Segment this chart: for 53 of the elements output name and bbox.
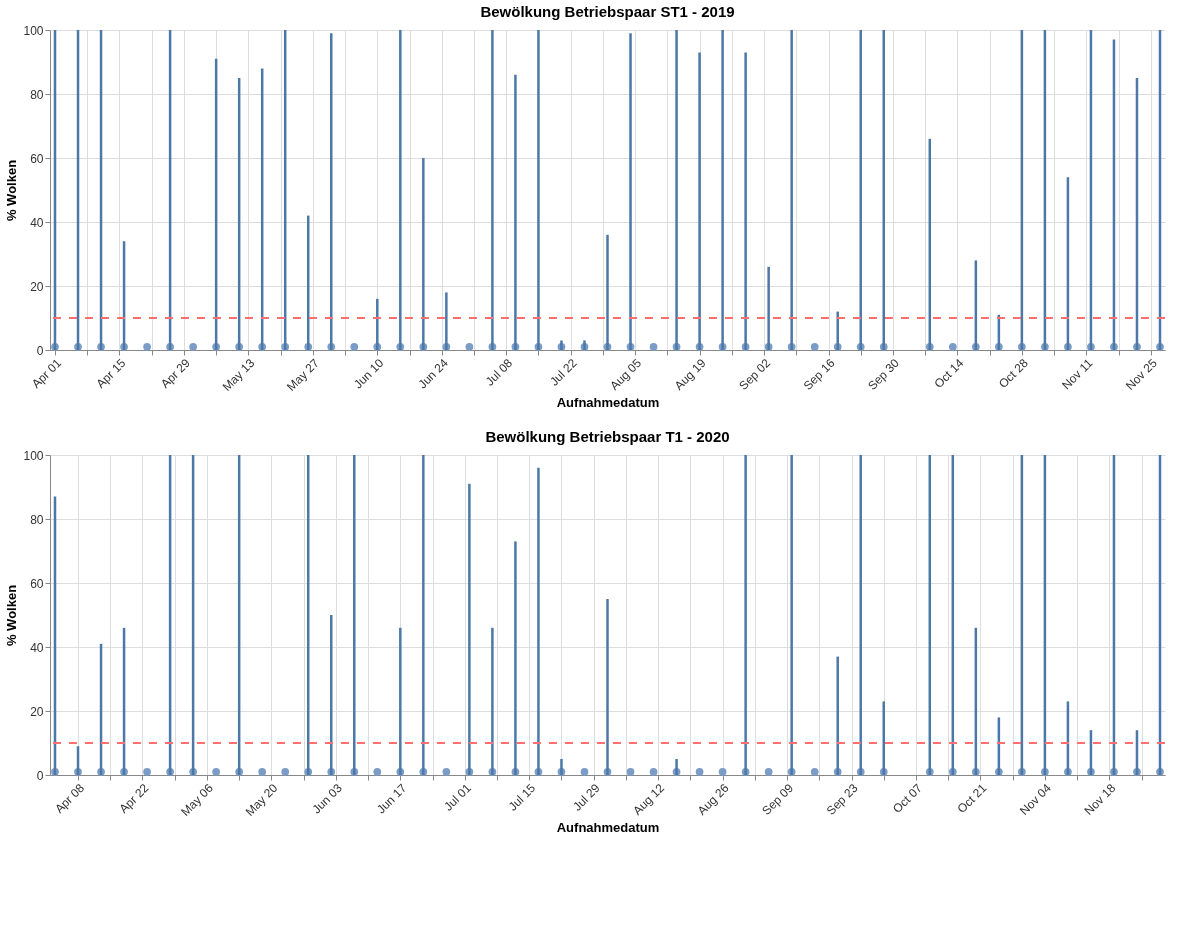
x-tick-label: Apr 15: [93, 355, 129, 391]
x-tick-label: Oct 28: [995, 355, 1032, 391]
x-tick-label: Nov 11: [1059, 355, 1096, 393]
x-tick-label: Oct 07: [890, 780, 926, 816]
x-tick-label: Jul 01: [441, 780, 474, 814]
x-tick-label: May 20: [242, 780, 281, 819]
x-tick-label: Jun 17: [373, 780, 410, 817]
y-axis-title: % Wolken: [4, 584, 20, 647]
chart-title: Bewölkung Betriebspaar ST1 - 2019: [480, 3, 735, 20]
x-tick-label: Apr 29: [158, 355, 194, 391]
x-tick-label: Sep 16: [800, 355, 838, 393]
x-tick-label: Jun 24: [415, 355, 451, 392]
x-tick-label: Jun 10: [350, 355, 387, 392]
x-tick-label: Jul 15: [505, 780, 539, 814]
x-axis-title: Aufnahmedatum: [556, 820, 660, 836]
x-tick-label: Jul 22: [547, 355, 580, 389]
x-tick-label: Nov 04: [1017, 780, 1055, 818]
x-tick-label: May 13: [219, 355, 258, 394]
y-tick-label: 0: [36, 768, 44, 783]
x-tick-label: Aug 19: [671, 355, 709, 393]
y-tick-label: 40: [30, 640, 44, 655]
x-tick-label: Sep 09: [759, 780, 797, 818]
x-tick-label: Apr 08: [52, 780, 88, 816]
x-tick-label: Aug 12: [630, 780, 668, 818]
x-tick-label: Sep 23: [823, 780, 861, 818]
x-tick-label: Sep 30: [865, 355, 903, 393]
x-axis-title: Aufnahmedatum: [556, 395, 660, 411]
y-tick-label: 0: [36, 343, 44, 358]
x-tick-label: Nov 25: [1122, 355, 1160, 393]
y-tick-label: 100: [23, 448, 44, 463]
x-tick-label: Sep 02: [736, 355, 774, 393]
y-tick-label: 80: [30, 87, 44, 102]
x-tick-label: Apr 22: [116, 780, 152, 816]
y-tick-label: 60: [30, 151, 44, 166]
x-tick-label: Aug 26: [694, 780, 732, 818]
y-tick-label: 40: [30, 215, 44, 230]
x-tick-label: Apr 01: [29, 355, 65, 391]
chart-title: Bewölkung Betriebspaar T1 - 2020: [485, 428, 730, 445]
y-tick-label: 80: [30, 512, 44, 527]
y-tick-label: 20: [30, 279, 44, 294]
x-tick-label: Jul 08: [482, 355, 516, 389]
y-axis-title: % Wolken: [4, 159, 20, 222]
x-tick-label: May 27: [284, 355, 323, 394]
y-tick-label: 100: [23, 23, 44, 38]
x-tick-label: Aug 05: [607, 355, 645, 393]
x-tick-label: Oct 14: [931, 355, 967, 391]
x-tick-label: Jul 29: [570, 780, 603, 814]
x-tick-label: Nov 18: [1081, 780, 1119, 818]
x-tick-label: Oct 21: [954, 780, 990, 816]
x-tick-label: May 06: [178, 780, 217, 819]
y-tick-label: 60: [30, 576, 44, 591]
x-tick-label: Jun 03: [309, 780, 346, 817]
y-tick-label: 20: [30, 704, 44, 719]
